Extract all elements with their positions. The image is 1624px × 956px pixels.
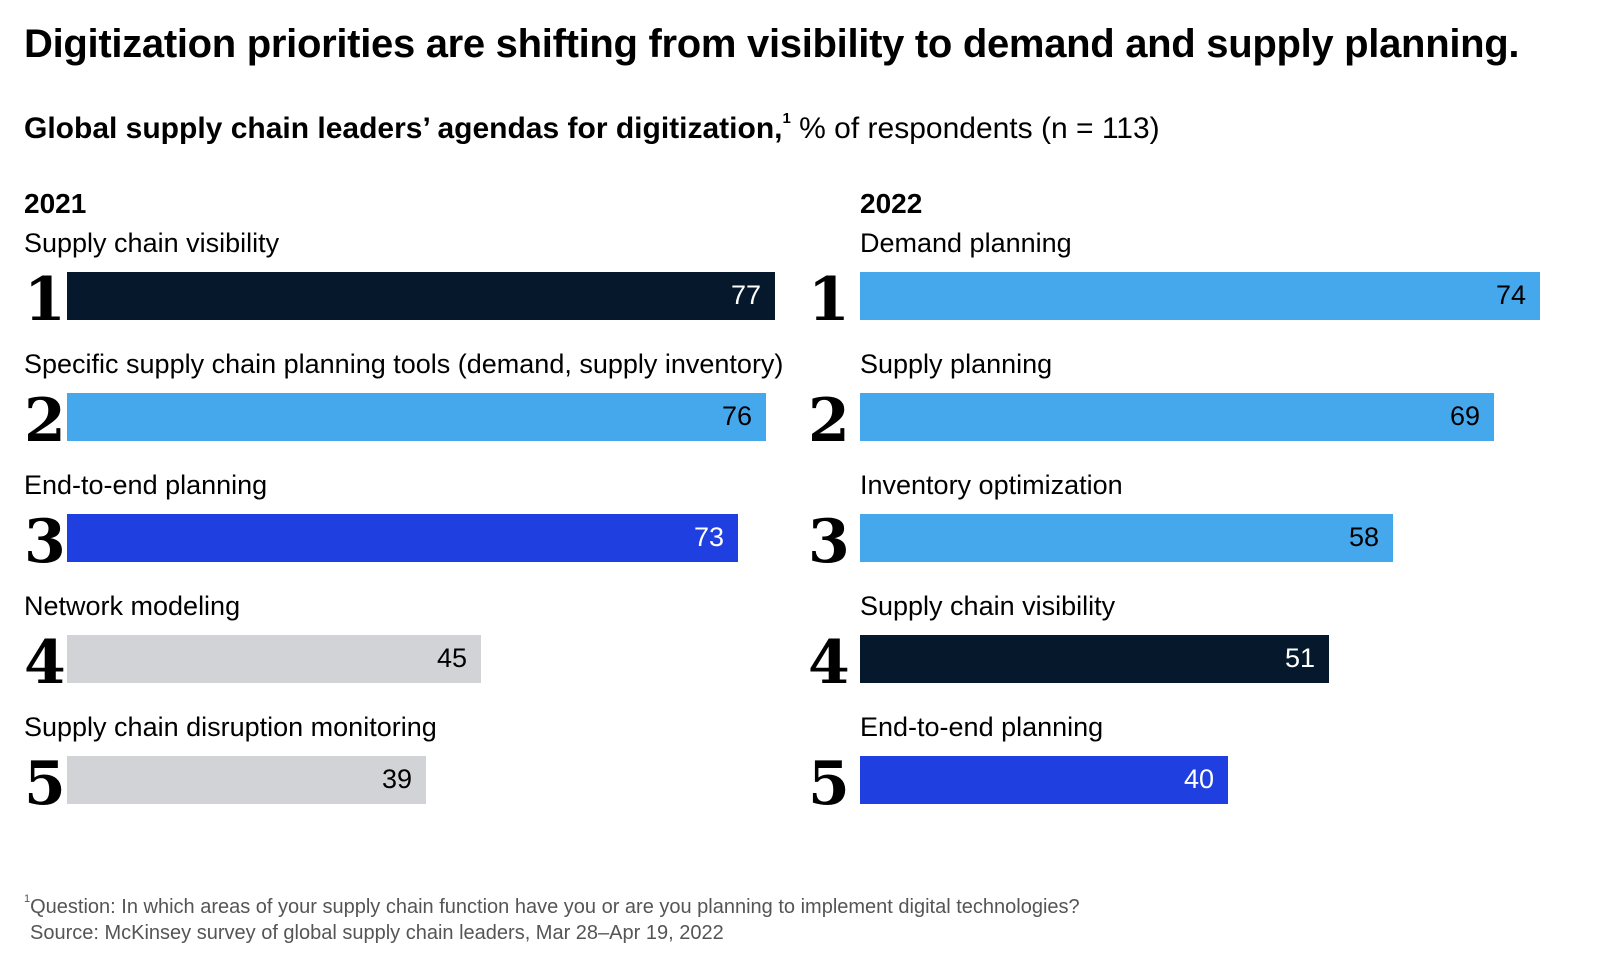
rank-number: 3 [24, 507, 66, 577]
category-label: Demand planning [860, 228, 1072, 258]
bar-value-label: 40 [1183, 764, 1214, 794]
rank-number: 2 [808, 386, 850, 456]
bar-value-label: 69 [1449, 401, 1480, 431]
bar-value-label: 58 [1348, 522, 1379, 552]
bar: 45 [67, 635, 481, 683]
category-label: Supply planning [860, 349, 1053, 379]
chart-subtitle: Global supply chain leaders’ agendas for… [24, 110, 1160, 146]
footnote: 1Question: In which areas of your supply… [24, 893, 1080, 919]
rank-number: 1 [808, 265, 850, 335]
bar-value-label: 74 [1495, 280, 1526, 310]
source-note: Source: McKinsey survey of global supply… [30, 922, 724, 944]
subtitle-footnote-mark: 1 [782, 110, 791, 127]
footnote-mark: 1 [24, 893, 31, 906]
category-label: Network modeling [24, 591, 241, 621]
category-label: Supply chain visibility [860, 591, 1116, 621]
rank-number: 1 [24, 265, 66, 335]
bar-value-label: 76 [721, 401, 752, 431]
category-label: Supply chain disruption monitoring [24, 712, 437, 742]
rank-number: 3 [808, 507, 850, 577]
subtitle-bold: Global supply chain leaders’ agendas for… [24, 112, 783, 145]
bar: 73 [67, 514, 738, 562]
bar: 69 [860, 393, 1494, 441]
category-label: End-to-end planning [860, 712, 1104, 742]
bar-value-label: 51 [1284, 643, 1315, 673]
bar: 51 [860, 635, 1329, 683]
subtitle-rest: % of respondents (n = 113) [790, 112, 1160, 145]
panel-year-label: 2021 [24, 188, 87, 219]
bar-value-label: 45 [436, 643, 467, 673]
rank-number: 2 [24, 386, 66, 456]
bar-value-label: 77 [730, 280, 761, 310]
bar: 74 [860, 272, 1540, 320]
bar-value-label: 73 [693, 522, 724, 552]
bar: 77 [67, 272, 775, 320]
category-label: Supply chain visibility [24, 228, 280, 258]
chart-title: Digitization priorities are shifting fro… [24, 22, 1520, 66]
rank-number: 5 [24, 749, 66, 819]
bar-value-label: 39 [381, 764, 412, 794]
category-label: Inventory optimization [860, 470, 1123, 500]
panel-year-label: 2022 [860, 188, 923, 219]
bar: 40 [860, 756, 1228, 804]
bar: 39 [67, 756, 426, 804]
category-label: End-to-end planning [24, 470, 268, 500]
rank-number: 4 [808, 628, 850, 698]
category-label: Specific supply chain planning tools (de… [24, 349, 784, 379]
bar: 58 [860, 514, 1393, 562]
bar: 76 [67, 393, 766, 441]
rank-number: 4 [24, 628, 66, 698]
rank-number: 5 [808, 749, 850, 819]
footnote-text: Question: In which areas of your supply … [30, 896, 1080, 918]
